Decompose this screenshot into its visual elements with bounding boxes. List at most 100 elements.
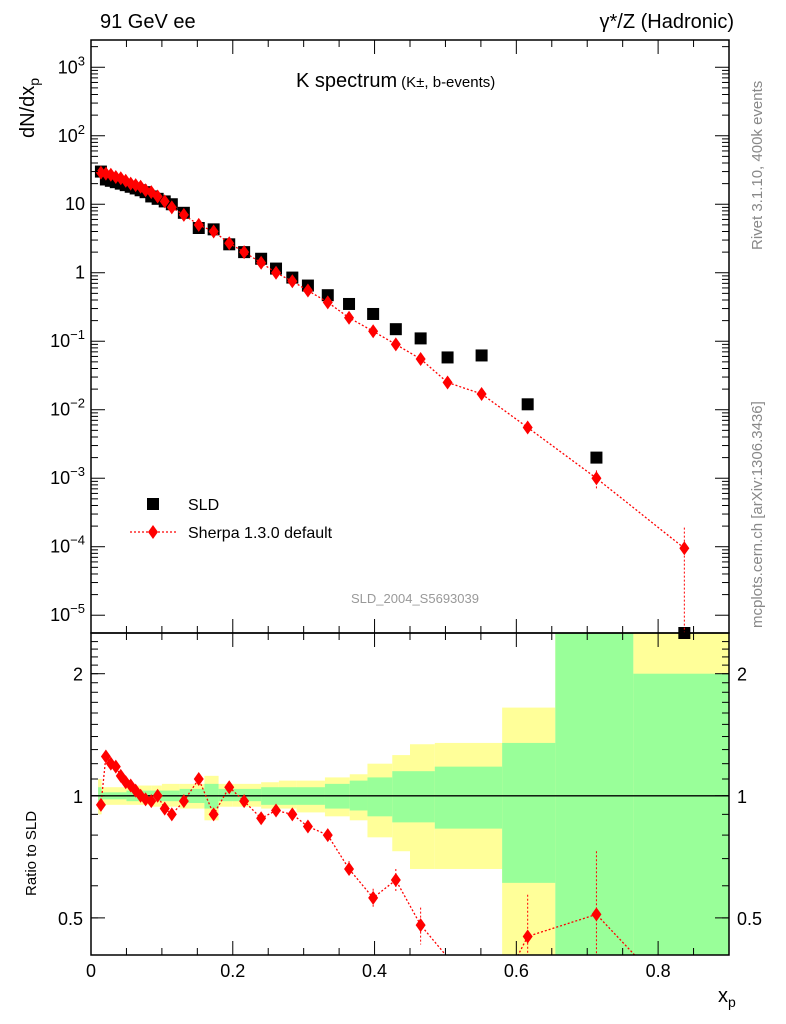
sld-point: [441, 351, 454, 364]
ratio-point: [390, 872, 401, 887]
y-tick-label: 10−1: [50, 327, 85, 351]
sherpa-point: [344, 310, 355, 325]
band-stat: [633, 673, 729, 955]
ratio-point: [208, 807, 219, 822]
main-frame: [90, 39, 730, 634]
y-tick-label: 102: [58, 122, 85, 146]
y-tick-base: 10: [65, 194, 85, 214]
ratio-point: [287, 807, 298, 822]
y-tick-base: 10: [50, 605, 70, 625]
sld-point: [343, 297, 356, 310]
ratio-point: [166, 807, 177, 822]
sld-point: [367, 307, 380, 320]
y-tick-base: 10: [50, 331, 70, 351]
ratio-point: [368, 890, 379, 905]
ratio-point: [344, 861, 355, 876]
mcplots-label: mcplots.cern.ch [arXiv:1306.3436]: [749, 401, 766, 628]
y-tick-label: 10−3: [50, 464, 85, 488]
chart-marks: [94, 165, 691, 955]
ratio-tick-label-right: 1: [737, 787, 747, 807]
band-stat: [367, 777, 393, 817]
sherpa-point: [415, 352, 426, 367]
sherpa-point: [166, 200, 177, 215]
sld-point: [521, 398, 534, 411]
sherpa-point: [390, 337, 401, 352]
ratio-tick-label-right: 2: [737, 665, 747, 685]
sherpa-point: [224, 236, 235, 251]
title-sub: (K±, b-events): [401, 74, 495, 91]
y-tick-exp: −3: [70, 464, 85, 479]
band-stat: [218, 788, 262, 802]
rivet-label: Rivet 3.1.10, 400k events: [749, 81, 766, 250]
ratio-point: [110, 759, 121, 774]
y-tick-label: 10−4: [50, 533, 85, 557]
y-tick-label: 103: [58, 53, 85, 77]
y-tick-base: 1: [75, 263, 85, 283]
header-right: γ*/Z (Hadronic): [600, 11, 734, 33]
x-axis-label: xp: [718, 985, 736, 1010]
band-stat: [502, 742, 556, 883]
ratio-tick-label-left: 2: [73, 665, 83, 685]
x-tick-label: 0: [86, 961, 96, 981]
y-tick-base: 10: [50, 468, 70, 488]
ratio-uncertainty-bands: [91, 633, 729, 955]
band-stat: [98, 787, 102, 803]
y-tick-label: 10: [65, 194, 85, 214]
legend-sherpa-marker: [148, 525, 158, 539]
x-tick-label: 0.6: [504, 961, 529, 981]
band-stat: [555, 633, 634, 955]
legend-sld-marker: [147, 498, 159, 510]
ratio-axis-label: Ratio to SLD: [23, 811, 40, 896]
y-tick-exp: −4: [70, 533, 85, 548]
sherpa-point: [159, 194, 170, 209]
x-tick-label: 0.8: [646, 961, 671, 981]
sherpa-point: [256, 255, 267, 270]
ratio-point: [95, 797, 106, 812]
ratio-point: [100, 749, 111, 764]
sherpa-point: [178, 207, 189, 222]
sherpa-point: [193, 217, 204, 232]
ratio-point: [591, 907, 602, 922]
ratio-point: [256, 811, 267, 826]
ratio-point: [302, 819, 313, 834]
ratio-marks: [95, 749, 636, 955]
sherpa-point: [591, 471, 602, 486]
sld-point: [414, 332, 427, 345]
sld-point: [475, 349, 488, 362]
sherpa-point: [302, 283, 313, 298]
sherpa-point: [476, 386, 487, 401]
ratio-point: [239, 794, 250, 809]
band-stat: [392, 771, 435, 823]
y-tick-base: 10: [58, 126, 78, 146]
x-tick-label: 0.4: [362, 961, 387, 981]
ratio-tick-label-right: 0.5: [737, 909, 762, 929]
sherpa-point: [322, 295, 333, 310]
ratio-tick-label-left: 0.5: [58, 909, 83, 929]
legend-sld-label: SLD: [188, 497, 219, 514]
ratio-point: [193, 772, 204, 787]
y-tick-label: 1: [75, 263, 85, 283]
ratio-point: [224, 780, 235, 795]
ratio-point: [152, 788, 163, 803]
y-tick-base: 10: [58, 57, 78, 77]
y-tick-base: 10: [50, 537, 70, 557]
ratio-point: [271, 803, 282, 818]
x-tick-label: 0.2: [220, 961, 245, 981]
ratio-point: [146, 794, 157, 809]
sherpa-point: [679, 541, 690, 556]
ratio-point: [415, 918, 426, 933]
ratio-point: [178, 794, 189, 809]
y-tick-label: 10−5: [50, 601, 85, 625]
ratio-point: [322, 828, 333, 843]
legend-sherpa-label: Sherpa 1.3.0 default: [188, 525, 333, 542]
y-tick-label: 10−2: [50, 396, 85, 420]
y-tick-exp: 3: [78, 53, 85, 68]
title-main: K spectrum: [296, 70, 397, 92]
ratio-tick-label-left: 1: [73, 787, 83, 807]
sherpa-point: [152, 189, 163, 204]
band-stat: [434, 766, 503, 829]
sld-point: [590, 451, 603, 464]
sherpa-line: [100, 171, 685, 549]
